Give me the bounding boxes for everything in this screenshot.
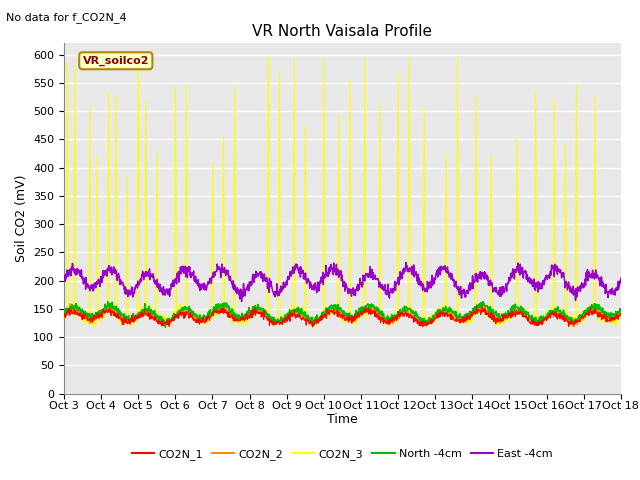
Text: No data for f_CO2N_4: No data for f_CO2N_4 — [6, 12, 127, 23]
Legend: CO2N_1, CO2N_2, CO2N_3, North -4cm, East -4cm: CO2N_1, CO2N_2, CO2N_3, North -4cm, East… — [127, 444, 557, 465]
Y-axis label: Soil CO2 (mV): Soil CO2 (mV) — [15, 175, 28, 262]
Text: VR_soilco2: VR_soilco2 — [83, 56, 149, 66]
X-axis label: Time: Time — [327, 413, 358, 426]
Title: VR North Vaisala Profile: VR North Vaisala Profile — [252, 24, 433, 39]
